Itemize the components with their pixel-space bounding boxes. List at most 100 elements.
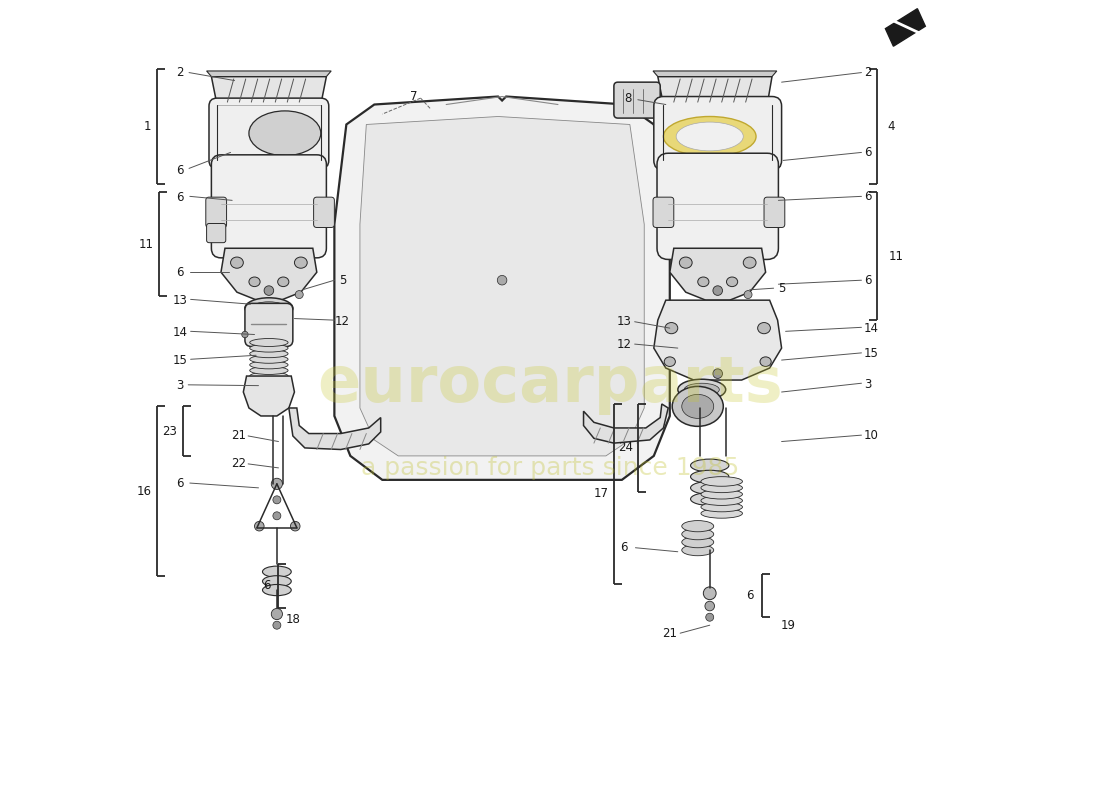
Text: 7: 7 (410, 90, 418, 103)
Ellipse shape (295, 257, 307, 268)
Text: 11: 11 (139, 238, 153, 250)
Text: 6: 6 (746, 589, 754, 602)
Ellipse shape (691, 459, 729, 472)
Polygon shape (207, 71, 331, 77)
Text: 12: 12 (617, 338, 631, 350)
FancyBboxPatch shape (653, 197, 674, 227)
Polygon shape (653, 71, 777, 77)
Ellipse shape (664, 357, 675, 366)
Text: 24: 24 (618, 442, 634, 454)
Ellipse shape (273, 622, 280, 630)
Polygon shape (886, 9, 925, 46)
Ellipse shape (263, 576, 292, 587)
Text: 16: 16 (136, 485, 152, 498)
Ellipse shape (701, 502, 743, 512)
Polygon shape (243, 376, 295, 416)
Text: 14: 14 (864, 322, 879, 334)
Ellipse shape (254, 522, 264, 531)
Ellipse shape (250, 338, 288, 346)
Ellipse shape (701, 477, 743, 486)
Text: 6: 6 (263, 578, 271, 592)
Ellipse shape (682, 394, 714, 418)
Ellipse shape (713, 369, 723, 378)
Ellipse shape (682, 521, 714, 532)
Text: 4: 4 (887, 119, 894, 133)
FancyBboxPatch shape (245, 303, 293, 346)
Text: 3: 3 (864, 378, 871, 390)
Ellipse shape (231, 257, 243, 268)
Ellipse shape (250, 372, 288, 380)
Ellipse shape (682, 537, 714, 548)
Ellipse shape (497, 275, 507, 285)
Ellipse shape (251, 302, 286, 314)
Text: 8: 8 (625, 92, 632, 105)
Ellipse shape (249, 111, 321, 156)
FancyBboxPatch shape (764, 197, 784, 227)
FancyBboxPatch shape (209, 98, 329, 169)
Ellipse shape (250, 355, 288, 363)
Text: 17: 17 (594, 487, 608, 500)
Text: 6: 6 (864, 146, 871, 159)
Ellipse shape (684, 383, 719, 396)
Ellipse shape (264, 286, 274, 295)
Polygon shape (670, 248, 766, 300)
Text: 21: 21 (231, 429, 246, 442)
Text: 15: 15 (173, 354, 188, 366)
Ellipse shape (758, 322, 770, 334)
FancyBboxPatch shape (614, 82, 660, 118)
Text: a passion for parts since 1985: a passion for parts since 1985 (361, 456, 739, 480)
Ellipse shape (666, 322, 678, 334)
Text: 2: 2 (176, 66, 184, 79)
Text: 5: 5 (778, 282, 785, 294)
Ellipse shape (744, 257, 756, 268)
Ellipse shape (250, 361, 288, 369)
Ellipse shape (290, 522, 300, 531)
Ellipse shape (682, 529, 714, 540)
Text: 13: 13 (617, 315, 631, 328)
Text: 3: 3 (177, 379, 184, 392)
Ellipse shape (249, 277, 260, 286)
Ellipse shape (674, 155, 761, 170)
Text: 11: 11 (889, 250, 903, 262)
Polygon shape (583, 404, 668, 443)
Polygon shape (289, 408, 381, 450)
Text: 6: 6 (176, 163, 184, 177)
Text: eurocarparts: eurocarparts (317, 353, 783, 415)
FancyBboxPatch shape (206, 197, 227, 227)
Text: 15: 15 (864, 347, 879, 360)
Ellipse shape (273, 496, 280, 504)
Text: 12: 12 (334, 315, 350, 328)
Ellipse shape (242, 331, 249, 338)
Ellipse shape (701, 490, 743, 499)
Text: 18: 18 (285, 613, 300, 626)
Ellipse shape (277, 277, 289, 286)
Ellipse shape (250, 350, 288, 358)
Polygon shape (658, 77, 772, 105)
Polygon shape (360, 117, 645, 456)
Text: 14: 14 (173, 326, 188, 338)
Ellipse shape (701, 496, 743, 506)
Ellipse shape (676, 122, 744, 151)
Text: 5: 5 (339, 274, 346, 286)
Ellipse shape (263, 566, 292, 578)
Text: 1: 1 (144, 119, 151, 133)
Text: 6: 6 (176, 266, 184, 278)
Text: 6: 6 (864, 274, 871, 286)
FancyBboxPatch shape (211, 155, 327, 258)
Ellipse shape (680, 257, 692, 268)
Ellipse shape (672, 386, 724, 426)
Text: 19: 19 (781, 618, 795, 632)
Ellipse shape (701, 509, 743, 518)
Ellipse shape (726, 277, 738, 286)
FancyBboxPatch shape (653, 97, 782, 170)
Text: 22: 22 (231, 458, 246, 470)
Ellipse shape (705, 602, 715, 611)
Polygon shape (653, 300, 782, 380)
Ellipse shape (663, 117, 756, 157)
Ellipse shape (263, 585, 292, 596)
Ellipse shape (272, 478, 283, 490)
Ellipse shape (682, 545, 714, 556)
Ellipse shape (691, 493, 729, 506)
Text: 6: 6 (620, 542, 628, 554)
Text: 6: 6 (176, 190, 184, 204)
